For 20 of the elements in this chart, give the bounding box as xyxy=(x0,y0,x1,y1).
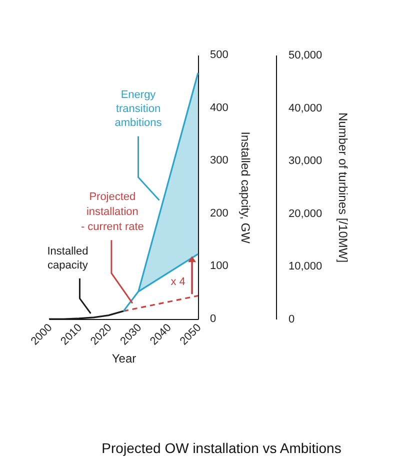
y2-tick-label: 500 xyxy=(210,49,228,61)
text: Projected OW installation vs Ambitions xyxy=(102,440,342,456)
y2-tick-label: 100 xyxy=(210,260,228,272)
y2-tick-label: 0 xyxy=(210,313,216,325)
annotation: Projected installation - current rate xyxy=(80,191,144,234)
annotation: x 4 xyxy=(170,276,186,288)
annotation: Energy transition ambitions xyxy=(114,89,162,130)
y2-tick-label: 200 xyxy=(210,207,228,220)
y2-axis-title: Installed capcity, GW xyxy=(238,132,252,244)
y2-tick-label: 400 xyxy=(210,102,228,114)
y3-axis-title: Number of turbines [/10MW] xyxy=(336,112,350,263)
y3-tick-label: 40,000 xyxy=(288,102,322,114)
y3-tick-label: 20,000 xyxy=(288,208,322,220)
y3-tick-label: 30,000 xyxy=(288,155,322,168)
x-axis-title: Year xyxy=(112,352,136,366)
y2-tick-label: 300 xyxy=(210,154,228,167)
y3-tick-label: 10,000 xyxy=(288,260,322,273)
annotation: Installed capacity xyxy=(47,245,88,272)
y3-tick-label: 0 xyxy=(288,314,295,326)
y3-tick-label: 50,000 xyxy=(288,50,322,62)
